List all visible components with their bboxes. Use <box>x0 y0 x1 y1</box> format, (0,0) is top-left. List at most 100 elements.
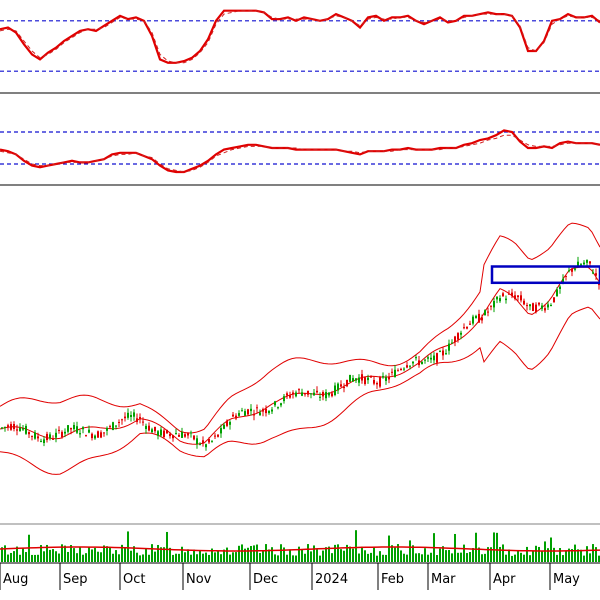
candle-body <box>427 357 429 359</box>
volume-moving-average <box>0 546 600 552</box>
candle-body <box>448 343 450 351</box>
volume-bar <box>154 551 156 562</box>
volume-bar <box>520 552 522 562</box>
volume-bar <box>169 547 171 562</box>
volume-bar <box>61 544 63 562</box>
candle-body <box>574 268 576 270</box>
candle-body <box>85 435 87 437</box>
volume-bar <box>565 551 567 562</box>
x-tick-label: Oct <box>123 572 145 587</box>
candle-body <box>238 413 240 416</box>
volume-bar <box>406 554 408 562</box>
candle-body <box>13 424 15 429</box>
candle-body <box>106 428 108 431</box>
candle-body <box>118 422 120 423</box>
volume-bar <box>541 551 543 562</box>
volume-bar <box>436 555 438 562</box>
candle-body <box>148 425 150 431</box>
volume-bar <box>385 554 387 562</box>
candle-body <box>358 377 360 383</box>
candle-body <box>325 392 327 399</box>
volume-bar <box>130 550 132 562</box>
volume-bar <box>196 554 198 562</box>
volume-bar <box>181 546 183 562</box>
volume-bar <box>421 554 423 562</box>
candle-body <box>529 304 531 307</box>
candle-body <box>262 409 264 412</box>
candle-body <box>550 305 552 306</box>
candle-body <box>184 434 186 437</box>
candle-body <box>55 432 57 438</box>
volume-bar <box>490 547 492 562</box>
candle-body <box>121 419 123 421</box>
volume-bar <box>262 550 264 562</box>
candle-body <box>220 428 222 434</box>
volume-bar <box>142 554 144 562</box>
candle-body <box>583 262 585 265</box>
volume-bar <box>223 549 225 562</box>
candle-body <box>247 409 249 415</box>
candle-body <box>19 427 21 431</box>
candle-body <box>469 323 471 325</box>
candle-body <box>484 310 486 315</box>
volume-bar <box>460 552 462 562</box>
volume-bar <box>334 544 336 562</box>
candle-body <box>559 286 561 289</box>
volume-bar <box>199 550 201 562</box>
volume-bar <box>553 547 555 562</box>
volume-bar <box>370 552 372 562</box>
volume-bar <box>217 551 219 562</box>
volume-bar <box>166 531 168 562</box>
volume-bar <box>304 553 306 562</box>
volume-bar <box>31 554 33 562</box>
candle-body <box>544 308 546 311</box>
volume-bar <box>205 552 207 562</box>
volume-bar <box>160 547 162 562</box>
volume-bar <box>331 553 333 562</box>
volume-bar <box>448 550 450 562</box>
volume-bar <box>103 545 105 562</box>
candle-body <box>334 385 336 395</box>
volume-bar <box>67 551 69 562</box>
candle-body <box>391 371 393 373</box>
candle-body <box>355 378 357 381</box>
volume-bar <box>211 548 213 562</box>
volume-bar <box>397 544 399 562</box>
volume-bar <box>388 535 390 562</box>
candle-body <box>295 392 297 397</box>
volume-bar <box>472 548 474 562</box>
candle-body <box>511 292 513 296</box>
volume-bar <box>106 546 108 562</box>
volume-bar <box>235 552 237 562</box>
candle-body <box>76 426 78 433</box>
candle-body <box>418 360 420 366</box>
candle-body <box>394 369 396 378</box>
bollinger-middle-band <box>0 266 600 445</box>
candle-body <box>337 383 339 391</box>
volume-bar <box>445 550 447 562</box>
candle-body <box>25 425 27 434</box>
volume-bar <box>64 545 66 562</box>
candle-body <box>277 407 279 409</box>
osc1-signal-line <box>0 10 600 64</box>
volume-bar <box>73 548 75 562</box>
candle-body <box>379 377 381 387</box>
candle-body <box>421 361 423 364</box>
candle-body <box>259 412 261 416</box>
candle-body <box>493 301 495 308</box>
candle-body <box>16 429 18 431</box>
volume-bar <box>313 545 315 562</box>
candle-body <box>169 433 171 437</box>
candle-body <box>226 420 228 426</box>
volume-bar <box>574 544 576 562</box>
volume-bar <box>568 548 570 562</box>
candle-body <box>67 425 69 432</box>
volume-bar <box>457 552 459 562</box>
volume-bar <box>391 545 393 562</box>
candle-body <box>505 298 507 301</box>
volume-bar <box>40 545 42 562</box>
candle-body <box>256 407 258 409</box>
candle-body <box>172 435 174 439</box>
volume-bar <box>502 544 504 562</box>
candle-body <box>1 427 3 429</box>
